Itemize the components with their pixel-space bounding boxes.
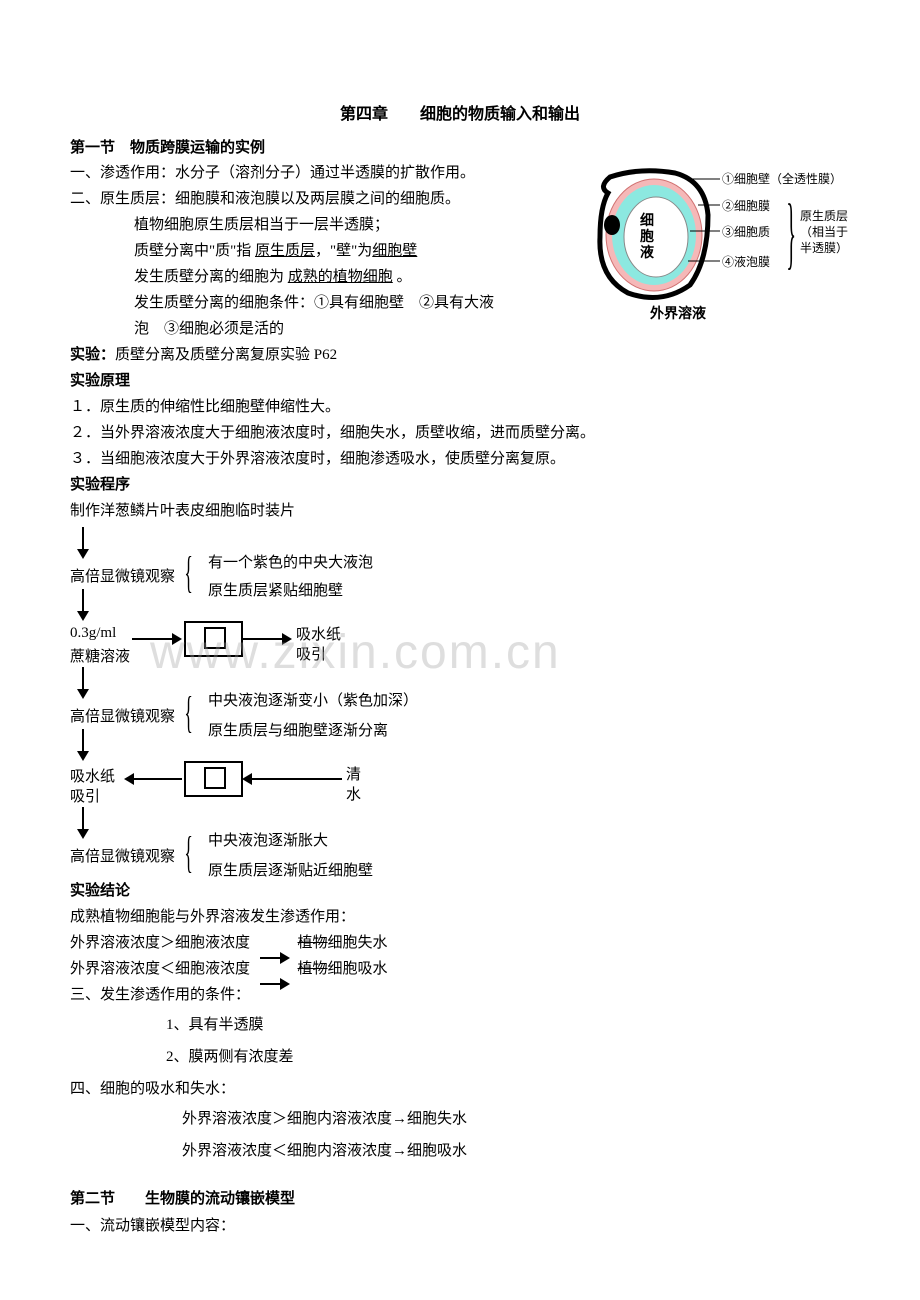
c2-l: 外界溶液浓度＞细胞液浓度 [70, 935, 250, 951]
cell-right-bot: 半透膜） [800, 239, 848, 256]
step4a: 吸水纸 [70, 765, 115, 786]
arrow-right-icon [260, 977, 290, 991]
s1-p5-pre: 发生质壁分离的细胞为 [134, 269, 288, 285]
section2-title: 第二节 生物膜的流动镶嵌模型 [70, 1187, 850, 1208]
step3-b: 原生质层与细胞壁逐渐分离 [208, 719, 388, 740]
c3: 外界溶液浓度＜细胞液浓度 植物细胞吸水 [70, 957, 850, 981]
step4-r1: 清 [346, 763, 361, 784]
cond1: 1、具有半透膜 [70, 1013, 850, 1037]
procedure-title: 实验程序 [70, 473, 850, 497]
svg-text:胞: 胞 [639, 228, 654, 245]
s1-p4-mid: ，"壁"为 [315, 243, 372, 259]
p4-l2: 外界溶液浓度＜细胞内溶液浓度→细胞吸水 [70, 1139, 850, 1163]
arrow-right-icon [132, 632, 182, 646]
s2-p1: 一、流动镶嵌模型内容： [70, 1214, 850, 1238]
step3: 高倍显微镜观察 [70, 705, 175, 726]
experiment-text: 质壁分离及质壁分离复原实验 P62 [115, 347, 337, 363]
cell-outer-label: 外界溶液 [650, 303, 706, 323]
cell-label-3: ③细胞质 [722, 223, 770, 240]
step1-a: 有一个紫色的中央大液泡 [208, 551, 373, 572]
chapter-title: 第四章 细胞的物质输入和输出 [70, 100, 850, 124]
p4-title: 四、细胞的吸水和失水： [70, 1077, 850, 1101]
brace-icon: { [184, 831, 192, 875]
svg-text:液: 液 [640, 244, 655, 261]
pr1: １．原生质的伸缩性比细胞壁伸缩性大。 [70, 395, 850, 419]
s1-p4-u2: 细胞壁 [372, 243, 417, 259]
arrow-down-icon [76, 667, 90, 699]
step2-r2: 吸引 [296, 643, 326, 664]
step5-b: 原生质层逐渐贴近细胞壁 [208, 859, 373, 880]
step1: 高倍显微镜观察 [70, 565, 175, 586]
arrow-right-icon [260, 951, 290, 965]
c2-r: 细胞失水 [328, 935, 388, 951]
section1-title: 第一节 物质跨膜运输的实例 [70, 136, 850, 157]
c2-strike: 植物 [298, 935, 328, 951]
step4b: 吸引 [70, 785, 100, 806]
cell-right-top: 原生质层 [800, 207, 848, 224]
pr3: ３．当细胞液浓度大于外界溶液浓度时，细胞渗透吸水，使质壁分离复原。 [70, 447, 850, 471]
arrow-down-icon [76, 807, 90, 839]
cell-label-4: ④液泡膜 [722, 253, 770, 270]
cond2: 2、膜两侧有浓度差 [70, 1045, 850, 1069]
s1-p5-u: 成熟的植物细胞 [288, 269, 393, 285]
arrow-left-icon [124, 772, 182, 786]
step1-b: 原生质层紧贴细胞壁 [208, 579, 343, 600]
svg-text:细: 细 [640, 212, 654, 229]
step2-r1: 吸水纸 [296, 623, 341, 644]
cell-diagram: 细 胞 液 ①细胞壁（全透性膜） ②细胞膜 ③细胞质 ④液泡膜 } 原生质层 （… [590, 165, 860, 320]
c3-strike: 植物 [298, 961, 328, 977]
cell-label-1: ①细胞壁（全透性膜） [722, 170, 842, 187]
step2a: 0.3g/ml [70, 625, 116, 642]
experiment-label: 实验： [70, 347, 115, 363]
cell-label-2: ②细胞膜 [722, 197, 770, 214]
pr2: ２．当外界溶液浓度大于细胞液浓度时，细胞失水，质壁收缩，进而质壁分离。 [70, 421, 850, 445]
arrow-down-icon [76, 527, 90, 559]
c3-r: 细胞吸水 [328, 961, 388, 977]
s1-p5-post: 。 [393, 269, 412, 285]
cell-right-mid: （相当于 [800, 223, 848, 240]
experiment-line: 实验：质壁分离及质壁分离复原实验 P62 [70, 343, 850, 367]
arrow-down-icon [76, 729, 90, 761]
brace-icon: { [184, 691, 192, 735]
slide-inner-box [204, 627, 226, 649]
s1-p4-pre: 质壁分离中"质"指 [134, 243, 255, 259]
arrow-left-icon [242, 772, 342, 786]
step4-r2: 水 [346, 783, 361, 804]
arrow-down-icon [76, 589, 90, 621]
c3-l: 外界溶液浓度＜细胞液浓度 [70, 961, 250, 977]
step3-a: 中央液泡逐渐变小（紫色加深） [208, 689, 418, 710]
step5-a: 中央液泡逐渐胀大 [208, 829, 328, 850]
step5: 高倍显微镜观察 [70, 845, 175, 866]
step0: 制作洋葱鳞片叶表皮细胞临时装片 [70, 499, 850, 523]
cond-title: 三、发生渗透作用的条件： [70, 983, 850, 1007]
brace-icon: { [184, 551, 192, 595]
step2b: 蔗糖溶液 [70, 645, 130, 666]
principle-title: 实验原理 [70, 369, 850, 393]
slide-inner-box [204, 767, 226, 789]
p4-l1: 外界溶液浓度＞细胞内溶液浓度→细胞失水 [70, 1107, 850, 1131]
flowchart: 高倍显微镜观察 { 有一个紫色的中央大液泡 原生质层紧贴细胞壁 0.3g/ml … [70, 527, 850, 937]
brace-right-icon: } [786, 193, 796, 273]
s1-p4-u1: 原生质层 [255, 243, 315, 259]
arrow-right-icon [242, 632, 292, 646]
